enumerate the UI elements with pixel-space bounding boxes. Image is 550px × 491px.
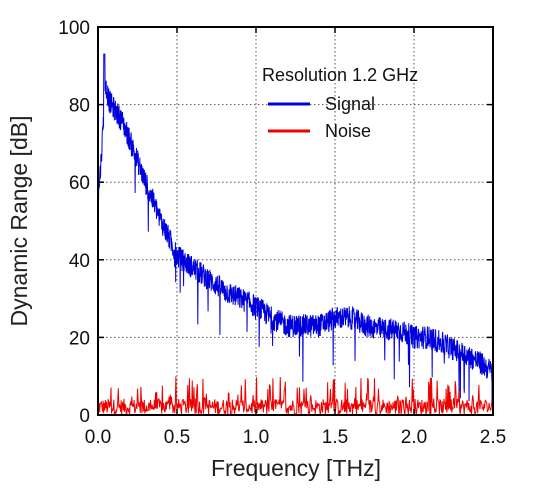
x-tick-labels: 0.0 0.5 1.0 1.5 2.0 2.5 — [85, 427, 506, 448]
x-tick-label: 1.5 — [322, 427, 348, 448]
signal-line — [97, 53, 494, 402]
x-tick-label: 0.5 — [164, 427, 190, 448]
plot-frame — [97, 26, 494, 416]
x-axis-title: Frequency [THz] — [211, 455, 381, 481]
legend: Resolution 1.2 GHz Signal Noise — [262, 65, 418, 141]
legend-title: Resolution 1.2 GHz — [262, 65, 418, 85]
axis-ticks — [97, 26, 494, 416]
series-signal — [97, 53, 494, 402]
y-tick-label: 0 — [79, 406, 90, 427]
x-tick-label: 2.0 — [401, 427, 427, 448]
noise-line — [97, 376, 494, 417]
y-tick-label: 20 — [69, 328, 90, 349]
y-tick-label: 60 — [69, 173, 90, 194]
x-tick-label: 0.0 — [85, 427, 111, 448]
plot-area — [98, 27, 493, 415]
series-noise — [97, 376, 494, 417]
legend-label-signal: Signal — [325, 94, 375, 114]
x-tick-label: 2.5 — [480, 427, 506, 448]
x-tick-label: 1.0 — [243, 427, 269, 448]
y-tick-label: 80 — [69, 96, 90, 117]
y-tick-label: 100 — [58, 18, 90, 39]
legend-label-noise: Noise — [325, 121, 371, 141]
y-axis-title: Dynamic Range [dB] — [6, 116, 32, 327]
y-tick-labels: 0 20 40 60 80 100 — [58, 18, 90, 427]
y-tick-label: 40 — [69, 251, 90, 272]
